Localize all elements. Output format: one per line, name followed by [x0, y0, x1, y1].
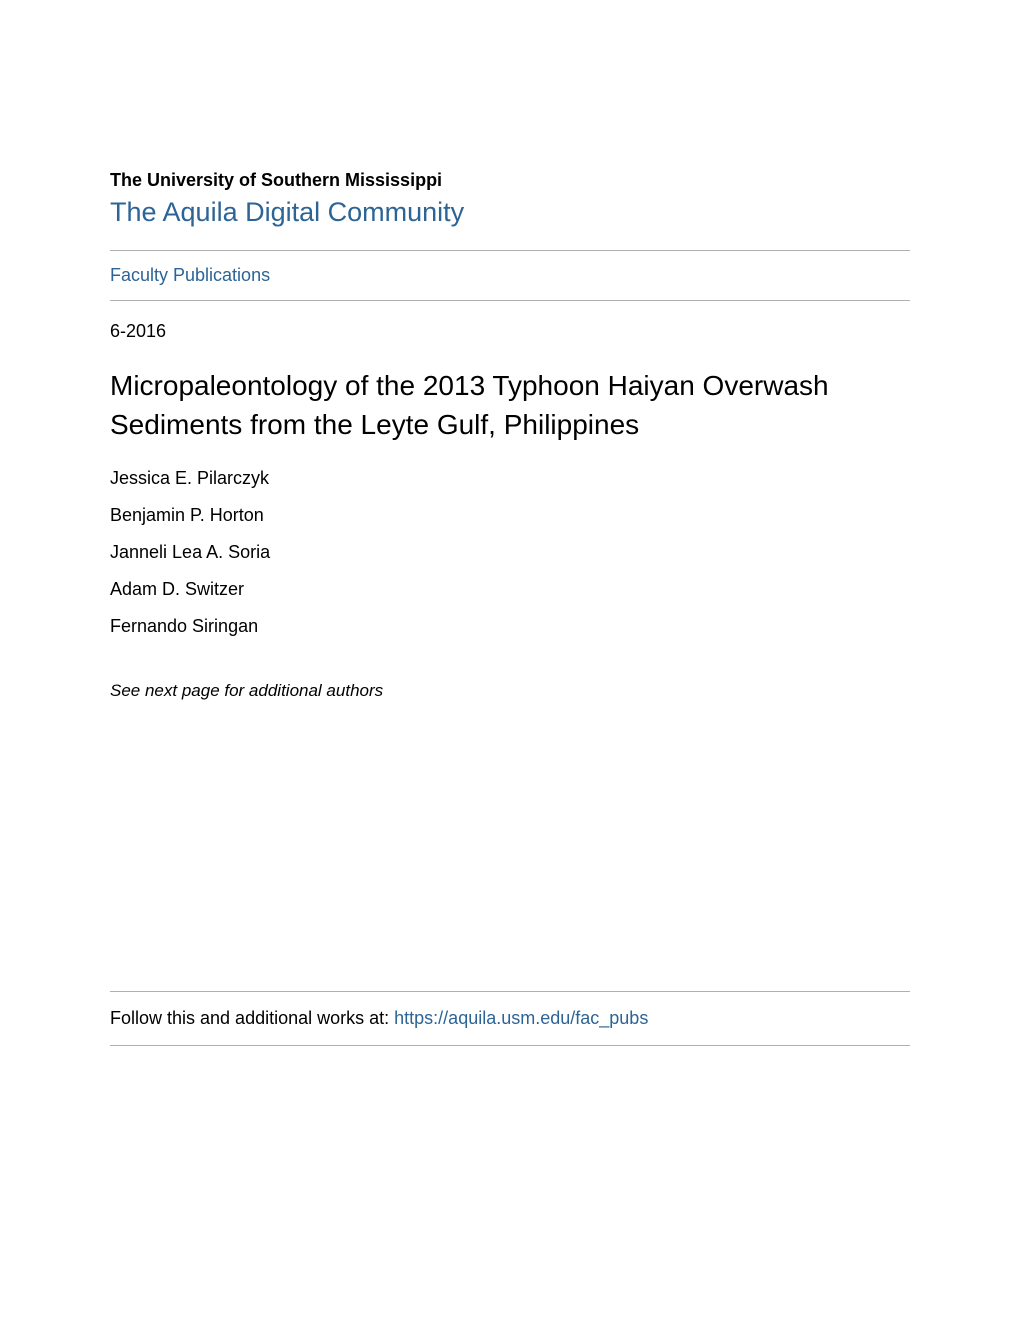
- spacer: [110, 701, 910, 991]
- follow-works-line: Follow this and additional works at: htt…: [110, 992, 910, 1045]
- author-name: Fernando Siringan: [110, 616, 910, 637]
- divider-footer-bottom: [110, 1045, 910, 1046]
- author-name: Benjamin P. Horton: [110, 505, 910, 526]
- follow-prefix: Follow this and additional works at:: [110, 1008, 394, 1028]
- repository-link[interactable]: The Aquila Digital Community: [110, 197, 910, 228]
- author-name: Jessica E. Pilarczyk: [110, 468, 910, 489]
- authors-list: Jessica E. Pilarczyk Benjamin P. Horton …: [110, 468, 910, 701]
- publication-date: 6-2016: [110, 301, 910, 366]
- author-name: Adam D. Switzer: [110, 579, 910, 600]
- follow-works-link[interactable]: https://aquila.usm.edu/fac_pubs: [394, 1008, 648, 1028]
- article-title: Micropaleontology of the 2013 Typhoon Ha…: [110, 366, 910, 444]
- institution-name: The University of Southern Mississippi: [110, 170, 910, 191]
- additional-authors-note: See next page for additional authors: [110, 681, 910, 701]
- faculty-publications-link[interactable]: Faculty Publications: [110, 251, 910, 300]
- author-name: Janneli Lea A. Soria: [110, 542, 910, 563]
